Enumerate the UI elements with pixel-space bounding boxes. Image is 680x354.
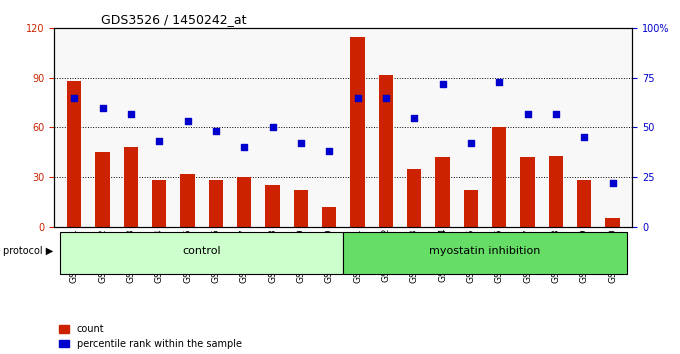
- Bar: [209, 180, 223, 227]
- Point: [409, 115, 420, 120]
- Bar: [237, 177, 252, 227]
- Bar: [67, 81, 82, 227]
- Point: [267, 125, 278, 130]
- Bar: [492, 127, 507, 227]
- FancyBboxPatch shape: [60, 232, 343, 274]
- Bar: [124, 147, 138, 227]
- Bar: [520, 157, 534, 227]
- Bar: [95, 152, 109, 227]
- Bar: [605, 218, 619, 227]
- FancyBboxPatch shape: [343, 232, 627, 274]
- Point: [494, 79, 505, 85]
- Point: [381, 95, 392, 101]
- Bar: [407, 169, 422, 227]
- Point: [352, 95, 363, 101]
- Point: [69, 95, 80, 101]
- Bar: [435, 157, 449, 227]
- Point: [607, 180, 618, 186]
- Text: control: control: [182, 246, 221, 256]
- Bar: [350, 36, 364, 227]
- Text: myostatin inhibition: myostatin inhibition: [429, 246, 541, 256]
- Bar: [152, 180, 167, 227]
- Bar: [549, 155, 563, 227]
- Bar: [322, 207, 337, 227]
- Point: [97, 105, 108, 110]
- Bar: [577, 180, 592, 227]
- Point: [239, 144, 250, 150]
- Legend: count, percentile rank within the sample: count, percentile rank within the sample: [59, 324, 242, 349]
- Bar: [180, 174, 194, 227]
- Point: [437, 81, 448, 87]
- Point: [182, 119, 193, 124]
- Bar: [265, 185, 279, 227]
- Text: protocol ▶: protocol ▶: [3, 246, 53, 256]
- Point: [296, 141, 307, 146]
- Point: [125, 111, 136, 116]
- Point: [154, 138, 165, 144]
- Text: GDS3526 / 1450242_at: GDS3526 / 1450242_at: [101, 13, 246, 26]
- Point: [522, 111, 533, 116]
- Point: [211, 129, 222, 134]
- Point: [579, 135, 590, 140]
- Point: [551, 111, 562, 116]
- Point: [324, 148, 335, 154]
- Bar: [294, 190, 308, 227]
- Bar: [464, 190, 478, 227]
- Point: [465, 141, 476, 146]
- Bar: [379, 75, 393, 227]
